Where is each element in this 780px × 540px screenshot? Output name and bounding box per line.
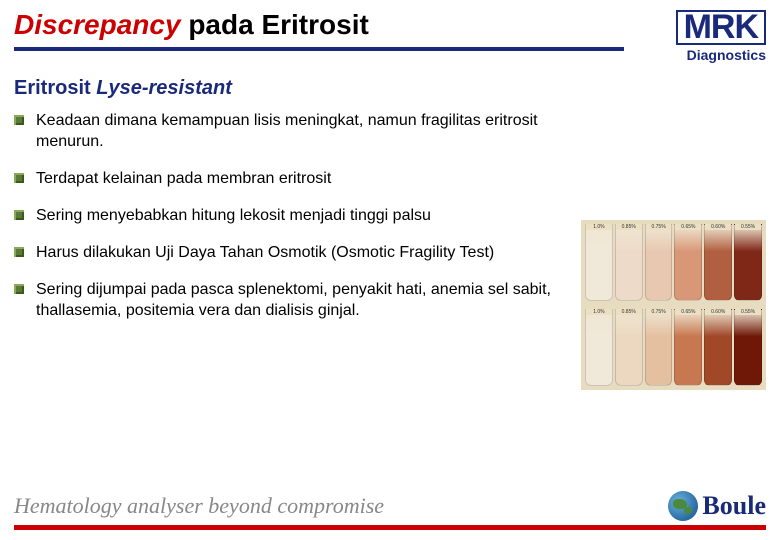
mrk-logo: MRK Diagnostics xyxy=(676,10,766,63)
tube-label: 0.55% xyxy=(735,309,761,315)
test-tube: 0.55% xyxy=(734,309,762,386)
footer-line: Hematology analyser beyond compromise Bo… xyxy=(14,491,766,521)
mrk-logo-main: MRK xyxy=(676,10,766,45)
boule-logo-text: Boule xyxy=(702,491,766,521)
tube-label: 0.60% xyxy=(705,224,731,230)
tube-row-1: 1.0% 0.85% 0.75%0.65% 0.60% 0.55% xyxy=(581,220,766,305)
test-tube: 0.65% xyxy=(674,224,702,301)
tube-label: 0.75% xyxy=(646,309,672,315)
globe-icon xyxy=(668,491,698,521)
subtitle: Eritrosit Lyse-resistant xyxy=(0,63,780,106)
tube-label: 0.85% xyxy=(616,224,642,230)
list-item: Sering menyebabkan hitung lekosit menjad… xyxy=(14,205,561,226)
mrk-logo-sub: Diagnostics xyxy=(676,47,766,63)
tube-label: 0.85% xyxy=(616,309,642,315)
tube-label: 1.0% xyxy=(586,309,612,315)
test-tube: 0.60% xyxy=(704,309,732,386)
list-item: Terdapat kelainan pada membran eritrosit xyxy=(14,168,561,189)
test-tube: 1.0% xyxy=(585,309,613,386)
tube-label: 0.60% xyxy=(705,309,731,315)
subtitle-italic: Lyse-resistant xyxy=(96,77,232,99)
bullet-text: Terdapat kelainan pada membran eritrosit xyxy=(36,168,331,189)
bullet-list: Keadaan dimana kemampuan lisis meningkat… xyxy=(14,110,581,390)
subtitle-plain: Eritrosit xyxy=(14,77,96,99)
bullet-text: Sering dijumpai pada pasca splenektomi, … xyxy=(36,279,561,321)
bullet-text: Harus dilakukan Uji Daya Tahan Osmotik (… xyxy=(36,242,494,263)
test-tube: 0.85% xyxy=(615,224,643,301)
bullet-text: Sering menyebabkan hitung lekosit menjad… xyxy=(36,205,431,226)
list-item: Harus dilakukan Uji Daya Tahan Osmotik (… xyxy=(14,242,561,263)
header-row: Discrepancy pada Eritrosit MRK Diagnosti… xyxy=(0,0,780,63)
test-tube: 0.55% xyxy=(734,224,762,301)
tube-label: 0.65% xyxy=(675,309,701,315)
tube-label: 0.75% xyxy=(646,224,672,230)
tube-label: 0.65% xyxy=(675,224,701,230)
bullet-icon xyxy=(14,247,24,257)
test-tube: 0.75% xyxy=(645,309,673,386)
title-plain: pada Eritrosit xyxy=(181,9,369,40)
test-tube: 1.0% xyxy=(585,224,613,301)
bullet-icon xyxy=(14,115,24,125)
title-block: Discrepancy pada Eritrosit xyxy=(14,10,666,51)
list-item: Keadaan dimana kemampuan lisis meningkat… xyxy=(14,110,561,152)
footer: Hematology analyser beyond compromise Bo… xyxy=(0,485,780,540)
title-underline xyxy=(14,47,624,51)
test-tube: 0.65% xyxy=(674,309,702,386)
test-tube: 0.85% xyxy=(615,309,643,386)
tube-label: 0.55% xyxy=(735,224,761,230)
boule-logo: Boule xyxy=(668,491,766,521)
content-row: Keadaan dimana kemampuan lisis meningkat… xyxy=(0,106,780,390)
bullet-icon xyxy=(14,284,24,294)
bullet-text: Keadaan dimana kemampuan lisis meningkat… xyxy=(36,110,561,152)
footer-tagline: Hematology analyser beyond compromise xyxy=(14,493,384,519)
page-title: Discrepancy pada Eritrosit xyxy=(14,10,666,41)
test-tube: 0.75% xyxy=(645,224,673,301)
list-item: Sering dijumpai pada pasca splenektomi, … xyxy=(14,279,561,321)
bullet-icon xyxy=(14,210,24,220)
fragility-test-image: 1.0%0.85%0.75%0.65%0.60%0.55% 1.0%0.85%0… xyxy=(581,220,766,390)
test-tube: 0.60% xyxy=(704,224,732,301)
tube-row-2: 1.0% 0.85% 0.75%0.65% 0.60% 0.55% xyxy=(581,305,766,390)
tube-label: 1.0% xyxy=(586,224,612,230)
footer-underline xyxy=(14,525,766,530)
bullet-icon xyxy=(14,173,24,183)
title-italic: Discrepancy xyxy=(14,9,181,40)
